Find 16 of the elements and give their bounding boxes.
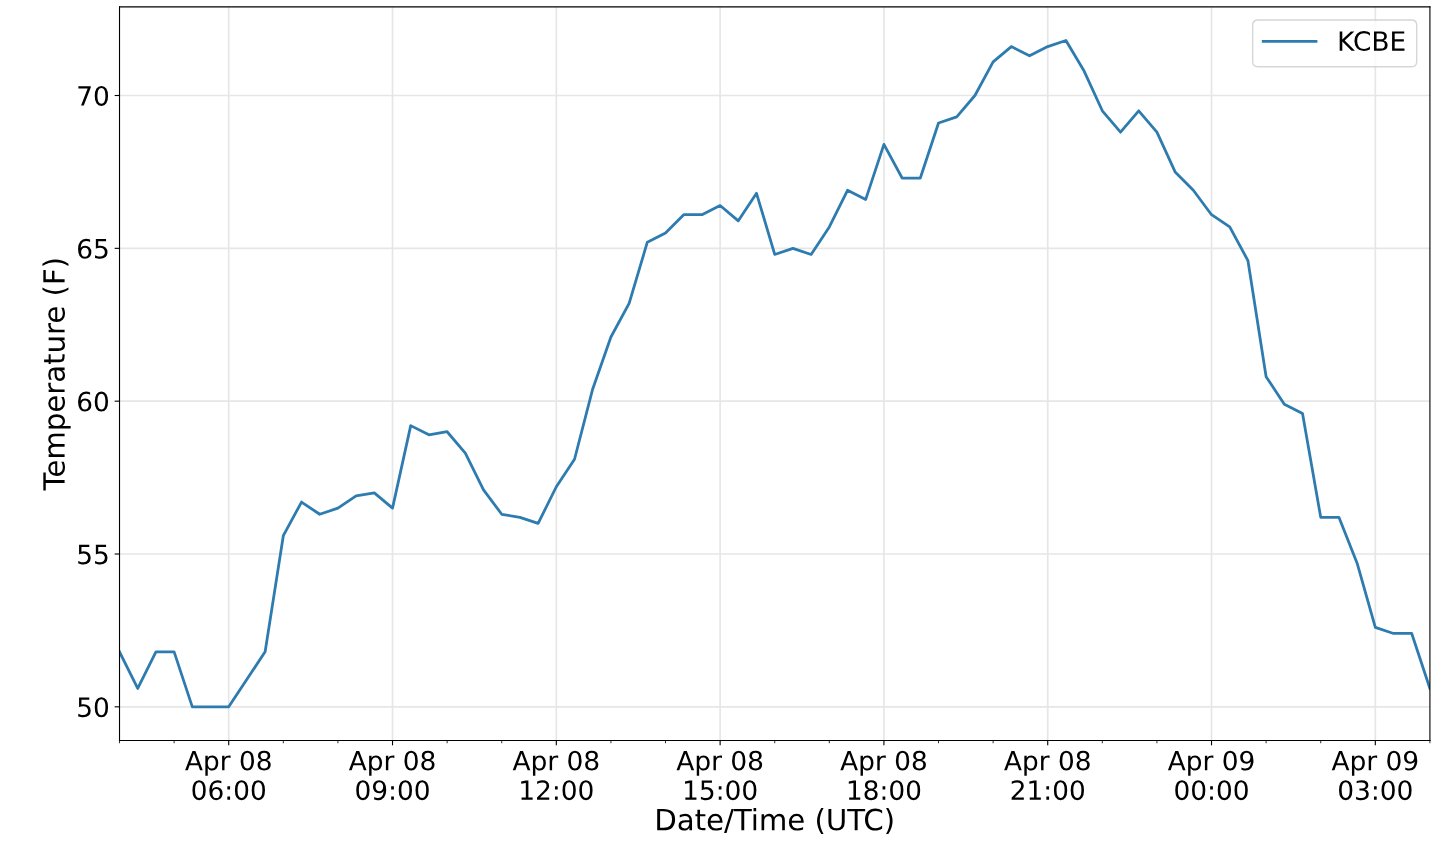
x-tick-label: Apr 08 15:00	[676, 750, 763, 801]
x-tick-label: Apr 08 12:00	[512, 750, 599, 801]
x-tick-label: Apr 08 09:00	[348, 750, 435, 801]
y-tick-label: 55	[78, 544, 108, 565]
x-axis-title: Date/Time (UTC)	[657, 808, 893, 835]
x-tick-label: Apr 09 03:00	[1331, 750, 1418, 801]
legend-label: KCBE	[1339, 31, 1405, 52]
y-tick-label: 60	[78, 391, 109, 412]
y-tick-label: 70	[78, 85, 109, 106]
x-tick-label: Apr 09 00:00	[1167, 750, 1254, 801]
y-tick-label: 50	[78, 697, 109, 718]
y-axis-title: Temperature (F)	[42, 259, 71, 491]
x-tick-label: Apr 08 21:00	[1004, 750, 1090, 801]
x-tick-label: Apr 08 18:00	[840, 750, 926, 801]
x-tick-label: Apr 08 06:00	[185, 750, 271, 801]
y-tick-label: 65	[78, 238, 108, 259]
